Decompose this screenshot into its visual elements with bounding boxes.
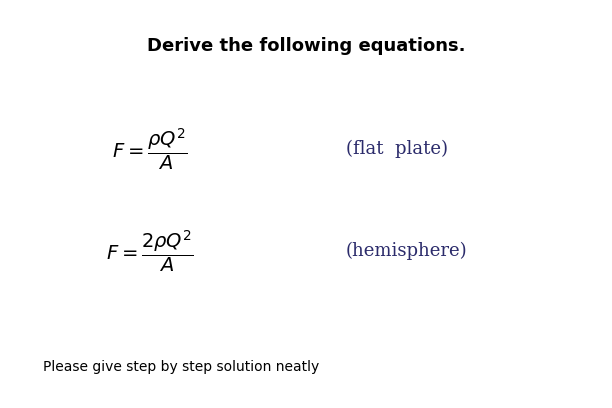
Text: $F = \dfrac{\rho Q^2}{A}$: $F = \dfrac{\rho Q^2}{A}$ [112,126,188,172]
Text: (hemisphere): (hemisphere) [346,242,468,260]
Text: Derive the following equations.: Derive the following equations. [147,37,465,55]
Text: (flat  plate): (flat plate) [346,140,448,158]
Text: Please give step by step solution neatly: Please give step by step solution neatly [43,360,319,374]
Text: $F = \dfrac{2\rho Q^2}{A}$: $F = \dfrac{2\rho Q^2}{A}$ [106,228,194,274]
